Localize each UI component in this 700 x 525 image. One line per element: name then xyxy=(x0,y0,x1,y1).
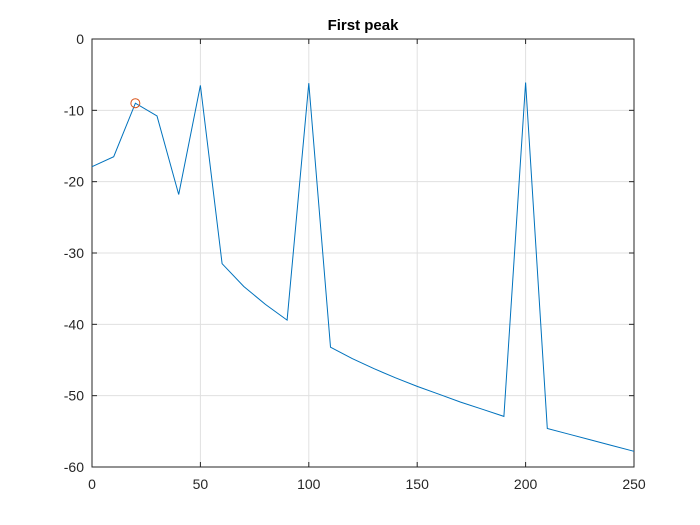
y-tick-label: -10 xyxy=(64,102,84,118)
y-tick-label: -30 xyxy=(64,245,84,261)
x-tick-label: 0 xyxy=(88,476,96,492)
x-tick-label: 100 xyxy=(297,476,321,492)
x-tick-label: 250 xyxy=(622,476,646,492)
y-tick-label: 0 xyxy=(76,31,84,47)
y-tick-label: -40 xyxy=(64,316,84,332)
grid-lines xyxy=(91,38,635,468)
y-tick-label: -20 xyxy=(64,174,84,190)
x-axis-ticks: 0 50 100 150 200 250 xyxy=(88,39,646,492)
x-tick-label: 200 xyxy=(514,476,538,492)
series-group xyxy=(91,82,635,452)
y-axis-ticks: 0 -10 -20 -30 -40 -50 -60 xyxy=(64,31,634,475)
first-peak-marker xyxy=(130,98,141,109)
y-tick-label: -60 xyxy=(64,459,84,475)
x-tick-label: 150 xyxy=(406,476,430,492)
series-line xyxy=(91,82,635,452)
marker-group xyxy=(130,98,141,109)
y-tick-label: -50 xyxy=(64,388,84,404)
x-tick-label: 50 xyxy=(193,476,209,492)
chart-title: First peak xyxy=(328,17,400,34)
